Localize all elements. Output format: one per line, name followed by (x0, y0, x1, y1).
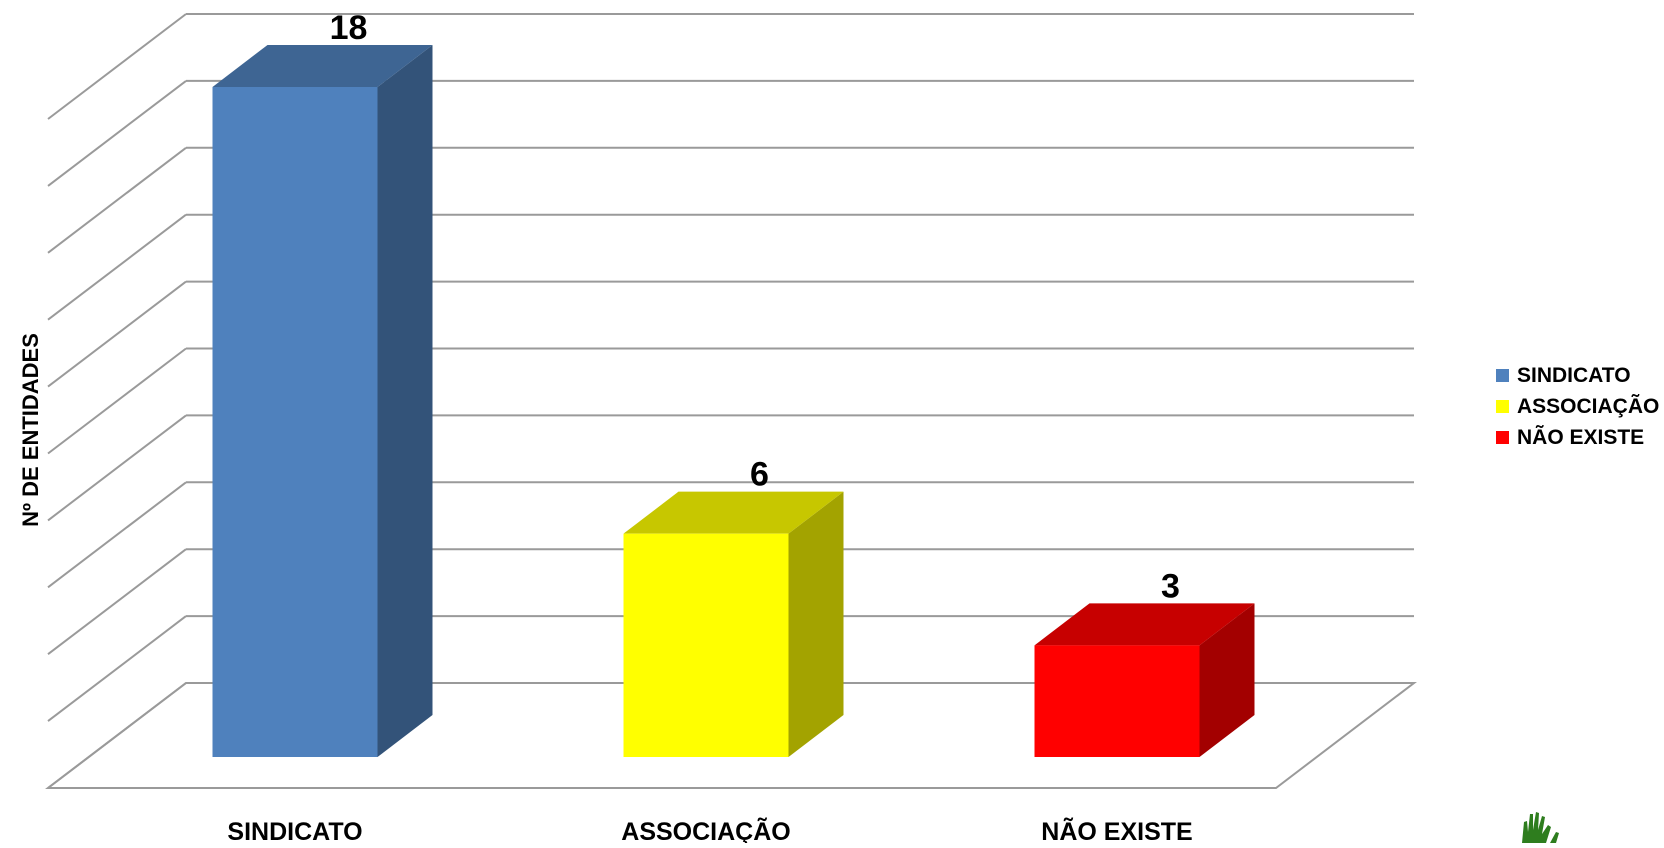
bars (212, 45, 1255, 757)
data-label: 18 (330, 9, 368, 47)
side-gridline (47, 80, 187, 187)
bar-front-face (212, 87, 378, 757)
legend-label: ASSOCIAÇÃO (1517, 394, 1660, 418)
x-tick-label: NÃO EXISTE (1041, 816, 1192, 843)
green-hands-logo-icon (1510, 808, 1580, 843)
bar-top-face (212, 45, 433, 87)
bar-sindicato (212, 45, 433, 757)
bar-front-face (1034, 645, 1200, 757)
data-label: 6 (750, 456, 769, 494)
side-gridline (47, 280, 187, 388)
side-gridline (47, 147, 187, 254)
x-tick-label: ASSOCIAÇÃO (621, 816, 790, 843)
x-tick-labels: SINDICATO ASSOCIAÇÃO NÃO EXISTE (227, 816, 1192, 846)
bar-side-face (1199, 603, 1255, 757)
legend-item: ASSOCIAÇÃO (1496, 391, 1659, 422)
side-gridline (47, 213, 187, 321)
legend-item: NÃO EXISTE (1496, 422, 1659, 453)
side-gridline (47, 347, 187, 455)
bar-n-o-existe (1034, 603, 1255, 757)
legend-swatch (1496, 431, 1509, 444)
legend-swatch (1496, 369, 1509, 382)
side-gridline (47, 13, 187, 120)
bar-top-face (1034, 603, 1255, 646)
legend-label: SINDICATO (1517, 363, 1631, 387)
bar-associa-o (623, 491, 844, 757)
side-gridline (47, 682, 187, 789)
y-axis-label: Nº DE ENTIDADES (18, 333, 43, 527)
bar-side-face (788, 491, 844, 757)
data-label: 3 (1161, 567, 1180, 605)
side-gridline (47, 615, 187, 722)
bar-front-face (623, 533, 789, 757)
side-gridline (47, 414, 187, 522)
side-gridline (47, 548, 187, 655)
legend-item: SINDICATO (1496, 360, 1659, 391)
legend: SINDICATO ASSOCIAÇÃO NÃO EXISTE (1496, 360, 1659, 453)
bar-top-face (623, 491, 844, 534)
side-gridline (47, 481, 187, 589)
legend-swatch (1496, 400, 1509, 413)
bar-side-face (377, 45, 433, 757)
x-tick-label: SINDICATO (227, 818, 362, 843)
legend-label: NÃO EXISTE (1517, 425, 1645, 449)
